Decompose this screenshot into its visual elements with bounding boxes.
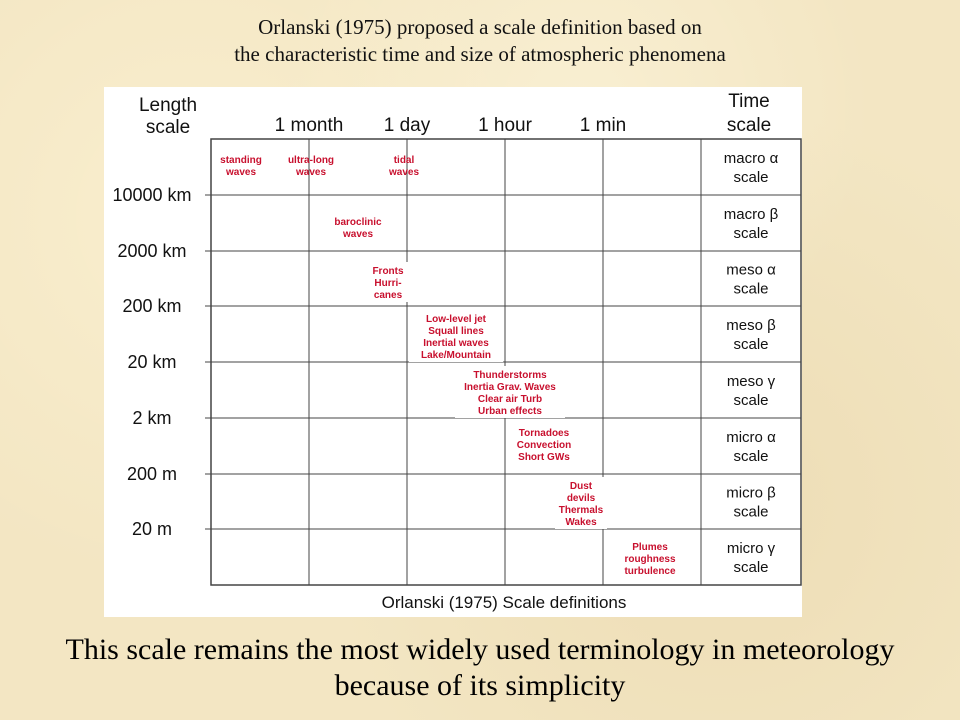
orlanski-scale-figure: Length scale Time scale 1 month 1 day 1 hour 1 …	[104, 87, 802, 617]
figure-caption: Orlanski (1975) Scale definitions	[382, 593, 627, 612]
phenomenon-plumes: roughness	[624, 554, 676, 565]
phenomenon-tidal-waves: waves	[388, 167, 419, 178]
time-column-label: 1 min	[580, 115, 626, 136]
phenomenon-low-level-jet: Low-level jet	[426, 314, 487, 325]
phenomenon-fronts-hurricanes: canes	[374, 290, 403, 301]
phenomenon-ultra-long-waves: ultra-long	[288, 155, 334, 166]
phenomenon-fronts-hurricanes: Hurri-	[374, 278, 401, 289]
length-label: 2 km	[132, 408, 171, 428]
phenomenon-tornadoes: Short GWs	[518, 452, 570, 463]
scale-name: scale	[733, 448, 768, 465]
scale-name: meso β	[726, 317, 776, 334]
length-label: 200 km	[122, 296, 181, 316]
phenomenon-plumes: Plumes	[632, 542, 668, 553]
phenomenon-label-backing	[409, 310, 503, 362]
length-label: 200 m	[127, 464, 177, 484]
phenomenon-low-level-jet: Inertial waves	[423, 338, 489, 349]
length-header: Length	[139, 95, 197, 116]
slide-heading: Orlanski (1975) proposed a scale definit…	[0, 14, 960, 68]
scale-name: scale	[733, 225, 768, 242]
phenomenon-dust-devils: Thermals	[559, 505, 604, 516]
conclusion-line-2: because of its simplicity	[334, 669, 626, 702]
length-header: scale	[146, 117, 190, 138]
time-column-label: 1 month	[275, 115, 344, 136]
scale-name: micro γ	[727, 540, 776, 557]
phenomenon-tidal-waves: tidal	[394, 155, 415, 166]
scale-name: micro α	[726, 429, 776, 446]
phenomenon-tornadoes: Convection	[517, 440, 571, 451]
phenomenon-thunderstorms: Thunderstorms	[473, 370, 547, 381]
phenomenon-label-backing	[455, 366, 565, 418]
phenomenon-plumes: turbulence	[624, 566, 676, 577]
phenomenon-ultra-long-waves: waves	[295, 167, 326, 178]
scale-name: macro β	[724, 206, 779, 223]
phenomenon-thunderstorms: Urban effects	[478, 406, 542, 417]
heading-line-1: Orlanski (1975) proposed a scale definit…	[258, 15, 702, 39]
phenomenon-label-backing	[555, 477, 607, 529]
phenomenon-low-level-jet: Squall lines	[428, 326, 484, 337]
phenomenon-standing-waves: waves	[225, 167, 256, 178]
conclusion-line-1: This scale remains the most widely used …	[65, 633, 895, 666]
scale-name: meso α	[726, 262, 776, 279]
heading-line-2: the characteristic time and size of atmo…	[234, 42, 726, 66]
length-label: 20 m	[132, 519, 172, 539]
length-label: 10000 km	[112, 185, 191, 205]
length-label: 2000 km	[117, 241, 186, 261]
scale-name: macro α	[724, 150, 779, 167]
phenomenon-fronts-hurricanes: Fronts	[372, 266, 404, 277]
phenomenon-label-backing	[510, 424, 578, 464]
phenomenon-label-backing	[610, 538, 690, 578]
phenomenon-dust-devils: devils	[567, 493, 596, 504]
phenomenon-low-level-jet: Lake/Mountain	[421, 350, 491, 361]
phenomenon-dust-devils: Wakes	[565, 517, 597, 528]
phenomenon-dust-devils: Dust	[570, 481, 593, 492]
time-column-label: 1 day	[384, 115, 431, 136]
scale-name: scale	[733, 281, 768, 298]
time-column-label: 1 hour	[478, 115, 533, 136]
slide-conclusion: This scale remains the most widely used …	[0, 632, 960, 704]
scale-name: scale	[733, 169, 768, 186]
scale-name: scale	[733, 559, 768, 576]
time-header: Time	[728, 91, 770, 112]
phenomenon-standing-waves: standing	[220, 155, 262, 166]
phenomenon-baroclinic-waves: baroclinic	[334, 217, 382, 228]
phenomenon-label-backing	[367, 262, 409, 302]
scale-name: meso γ	[727, 373, 776, 390]
scale-name: scale	[733, 336, 768, 353]
phenomenon-baroclinic-waves: waves	[342, 229, 373, 240]
time-header: scale	[727, 115, 771, 136]
length-label: 20 km	[127, 352, 176, 372]
phenomenon-tornadoes: Tornadoes	[519, 428, 570, 439]
phenomenon-thunderstorms: Inertia Grav. Waves	[464, 382, 556, 393]
scale-name: scale	[733, 504, 768, 521]
phenomenon-thunderstorms: Clear air Turb	[478, 394, 542, 405]
scale-name: scale	[733, 392, 768, 409]
scale-name: micro β	[726, 485, 776, 502]
